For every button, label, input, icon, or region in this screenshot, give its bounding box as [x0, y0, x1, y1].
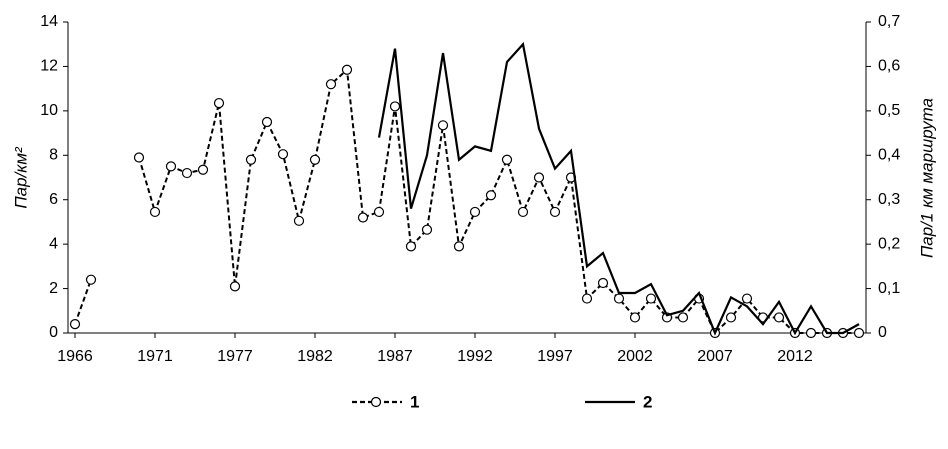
- y-axis-title: Пар/км²: [11, 146, 30, 209]
- y-tick-label: 6: [49, 191, 58, 208]
- series-marker: [149, 206, 161, 218]
- series-marker: [485, 190, 497, 201]
- series-marker: [773, 312, 785, 323]
- series-marker: [69, 319, 81, 330]
- x-tick-label: 2002: [617, 348, 653, 365]
- x-tick-label: 1987: [377, 348, 413, 365]
- x-tick-label: 1971: [137, 348, 173, 365]
- series-marker: [373, 206, 385, 218]
- y2-tick-label: 0,6: [878, 58, 900, 75]
- series-marker: [309, 154, 321, 165]
- series-marker: [805, 327, 817, 339]
- series-marker: [245, 154, 257, 165]
- y2-tick-label: 0: [878, 324, 887, 341]
- series-line: [377, 41, 860, 336]
- series-marker: [453, 241, 465, 252]
- x-tick-label: 2012: [777, 348, 813, 365]
- series-marker: [725, 312, 737, 323]
- y-tick-label: 10: [40, 102, 58, 119]
- series-marker: [549, 206, 561, 218]
- series-marker: [229, 281, 241, 292]
- y2-tick-label: 0,4: [878, 147, 900, 164]
- legend-label: 1: [410, 392, 419, 411]
- series-marker: [437, 120, 449, 131]
- series-marker: [629, 312, 641, 323]
- x-tick-label: 2007: [697, 348, 733, 365]
- series-marker: [293, 215, 305, 226]
- series-marker: [357, 212, 369, 223]
- series-marker: [597, 277, 609, 289]
- series-marker: [421, 224, 433, 235]
- series-marker: [133, 152, 145, 163]
- series-marker: [517, 206, 529, 218]
- series-marker: [501, 154, 513, 165]
- series-marker: [645, 293, 657, 304]
- y-tick-label: 4: [49, 235, 58, 252]
- x-tick-label: 1977: [217, 348, 253, 365]
- y2-tick-label: 0,1: [878, 280, 900, 297]
- y-tick-label: 0: [49, 324, 58, 341]
- x-tick-label: 1982: [297, 348, 333, 365]
- legend-label: 2: [643, 392, 652, 411]
- series-marker: [581, 293, 593, 304]
- series-marker: [389, 101, 401, 112]
- series-marker: [197, 164, 209, 175]
- series-marker: [853, 327, 865, 339]
- y2-tick-label: 0,7: [878, 13, 900, 30]
- series-marker: [213, 97, 225, 109]
- series-marker: [469, 206, 481, 218]
- series-marker: [613, 293, 625, 304]
- series-marker: [277, 149, 289, 160]
- x-tick-label: 1997: [537, 348, 573, 365]
- series-marker: [741, 293, 753, 304]
- series-marker: [341, 64, 353, 75]
- y2-tick-label: 0,5: [878, 102, 900, 119]
- legend-marker: [370, 396, 382, 408]
- y-tick-label: 8: [49, 147, 58, 164]
- series-marker: [405, 241, 417, 252]
- y-tick-label: 2: [49, 280, 58, 297]
- series-line: [74, 67, 859, 335]
- y2-tick-label: 0,3: [878, 191, 900, 208]
- x-tick-label: 1992: [457, 348, 493, 365]
- y-tick-label: 12: [40, 58, 58, 75]
- series-marker: [533, 172, 545, 183]
- series-marker: [181, 167, 193, 179]
- series-marker: [261, 116, 273, 128]
- series-marker: [85, 274, 97, 285]
- series-marker: [165, 161, 177, 172]
- y2-tick-label: 0,2: [878, 235, 900, 252]
- y2-axis-title: Пар/1 км маршрута: [917, 98, 936, 258]
- series-marker: [677, 312, 689, 323]
- y-tick-label: 14: [40, 13, 58, 30]
- series-marker: [325, 79, 337, 90]
- x-tick-label: 1966: [57, 348, 93, 365]
